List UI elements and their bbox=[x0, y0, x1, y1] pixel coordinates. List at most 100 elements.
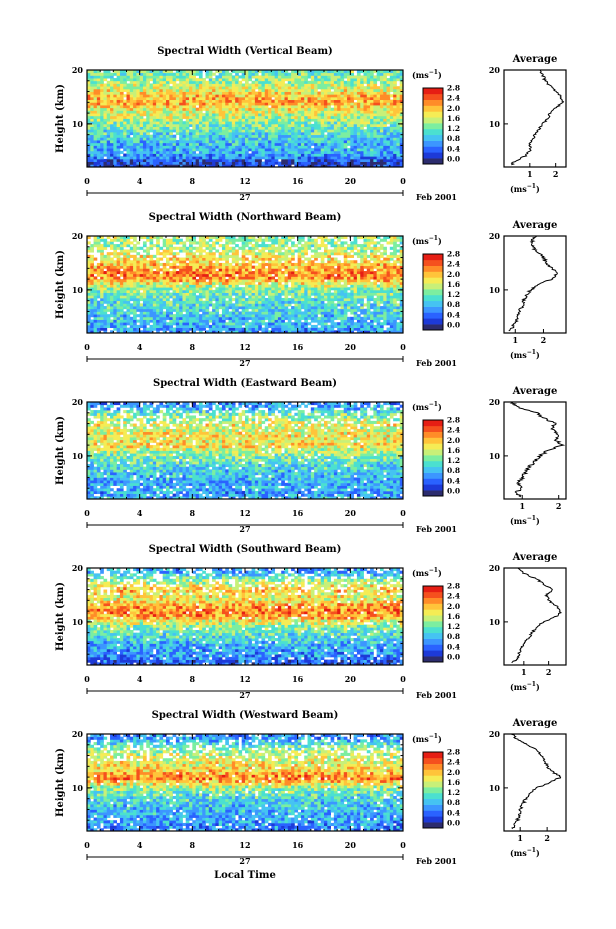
heatmap-cell bbox=[340, 316, 345, 320]
heatmap-cell bbox=[225, 142, 229, 146]
heatmap-cell bbox=[228, 153, 233, 157]
heatmap-cell bbox=[172, 297, 177, 302]
heatmap-cell bbox=[330, 148, 335, 152]
heatmap-cell bbox=[297, 319, 302, 323]
heatmap-cell bbox=[93, 110, 98, 114]
heatmap-cell bbox=[297, 113, 302, 117]
heatmap-cell bbox=[238, 121, 243, 125]
heatmap-cell bbox=[291, 142, 295, 146]
heatmap-cell bbox=[320, 308, 325, 312]
heatmap-cell bbox=[221, 91, 226, 95]
heatmap-cell bbox=[307, 83, 312, 87]
heatmap-cell bbox=[149, 295, 154, 299]
heatmap-cell bbox=[225, 292, 229, 296]
heatmap-cell bbox=[166, 306, 170, 310]
heatmap-cell bbox=[248, 91, 252, 95]
heatmap-cell bbox=[218, 140, 223, 144]
heatmap-cell bbox=[284, 131, 289, 136]
heatmap-cell bbox=[294, 113, 299, 117]
heatmap-cell bbox=[218, 110, 223, 114]
heatmap-cell bbox=[159, 102, 164, 106]
heatmap-cell bbox=[337, 311, 341, 315]
heatmap-cell bbox=[310, 289, 315, 293]
heatmap-cell bbox=[126, 96, 131, 101]
heatmap-cell bbox=[149, 292, 154, 296]
heatmap-cell bbox=[179, 110, 183, 114]
heatmap-cell bbox=[327, 295, 331, 299]
heatmap-cell bbox=[300, 126, 305, 130]
heatmap-cell bbox=[218, 306, 223, 310]
heatmap-cell bbox=[172, 110, 177, 114]
heatmap-cell bbox=[139, 102, 144, 106]
heatmap-cell bbox=[241, 86, 246, 90]
heatmap-cell bbox=[235, 330, 239, 334]
heatmap-cell bbox=[268, 91, 272, 95]
heatmap-cell bbox=[169, 308, 173, 312]
heatmap-cell bbox=[119, 300, 124, 304]
heatmap-cell bbox=[274, 142, 279, 146]
heatmap-cell bbox=[330, 94, 335, 98]
heatmap-cell bbox=[110, 110, 114, 114]
heatmap-cell bbox=[396, 327, 401, 331]
heatmap-cell bbox=[363, 107, 368, 111]
colorbar-tick-label: 2.8 bbox=[447, 84, 460, 93]
heatmap-cell bbox=[333, 134, 338, 138]
heatmap-cell bbox=[258, 322, 262, 326]
heatmap-cell bbox=[370, 134, 374, 138]
heatmap-cell bbox=[235, 99, 239, 103]
heatmap-cell bbox=[281, 83, 285, 87]
heatmap-cell bbox=[146, 142, 150, 146]
heatmap-cell bbox=[258, 145, 262, 149]
heatmap-cell bbox=[192, 314, 197, 318]
heatmap-cell bbox=[208, 115, 213, 119]
heatmap-cell bbox=[123, 126, 127, 130]
heatmap-cell bbox=[258, 164, 262, 168]
heatmap-cell bbox=[396, 86, 401, 90]
heatmap-cell bbox=[386, 314, 391, 318]
heatmap-cell bbox=[333, 107, 338, 111]
heatmap-cell bbox=[347, 292, 351, 296]
heatmap-cell bbox=[123, 295, 127, 299]
heatmap-cell bbox=[133, 311, 137, 315]
heatmap-cell bbox=[149, 86, 154, 90]
heatmap-cell bbox=[93, 131, 98, 136]
heatmap-cell bbox=[271, 148, 276, 152]
heatmap-cell bbox=[241, 148, 246, 152]
heatmap-cell bbox=[333, 110, 338, 114]
heatmap-cell bbox=[347, 75, 351, 79]
heatmap-cell bbox=[149, 148, 154, 152]
heatmap-cell bbox=[343, 295, 348, 299]
heatmap-cell bbox=[159, 105, 164, 109]
heatmap-cell bbox=[129, 140, 134, 144]
heatmap-cell bbox=[396, 316, 401, 320]
heatmap-cell bbox=[129, 72, 134, 76]
heatmap-cell bbox=[215, 306, 220, 310]
heatmap-cell bbox=[175, 115, 180, 119]
heatmap-cell bbox=[284, 129, 289, 133]
heatmap-cell bbox=[393, 123, 397, 127]
heatmap-cell bbox=[96, 295, 101, 299]
heatmap-cell bbox=[271, 105, 276, 109]
heatmap-cell bbox=[294, 164, 299, 168]
heatmap-cell bbox=[235, 123, 239, 127]
heatmap-cell bbox=[103, 105, 108, 109]
heatmap-cell bbox=[347, 110, 351, 114]
heatmap-cell bbox=[399, 316, 404, 320]
heatmap-cell bbox=[317, 75, 322, 79]
heatmap-cell bbox=[133, 324, 137, 329]
heatmap-cell bbox=[287, 324, 292, 329]
heatmap-cell bbox=[327, 330, 331, 334]
heatmap-cell bbox=[103, 83, 108, 87]
heatmap-cell bbox=[370, 150, 374, 154]
heatmap-cell bbox=[129, 70, 134, 74]
heatmap-cell bbox=[383, 322, 387, 326]
heatmap-cell bbox=[360, 150, 364, 154]
heatmap-cell bbox=[123, 164, 127, 168]
heatmap-cell bbox=[287, 308, 292, 312]
heatmap-cell bbox=[202, 306, 206, 310]
heatmap-cell bbox=[185, 88, 190, 92]
heatmap-cell bbox=[340, 322, 345, 326]
heatmap-cell bbox=[314, 140, 318, 144]
heatmap-cell bbox=[251, 134, 256, 138]
heatmap-cell bbox=[113, 72, 118, 76]
